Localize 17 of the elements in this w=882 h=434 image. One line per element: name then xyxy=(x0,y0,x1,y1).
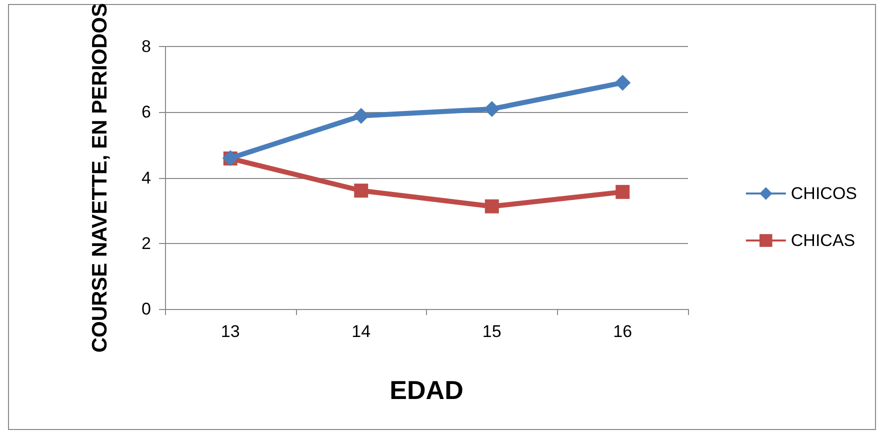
y-tick-label: 6 xyxy=(142,102,151,122)
x-tick-label: 16 xyxy=(613,322,632,341)
point xyxy=(354,184,368,198)
point xyxy=(614,74,631,91)
legend-label: CHICOS xyxy=(790,184,858,203)
y-tick-label: 2 xyxy=(142,234,151,253)
x-tick-label: 15 xyxy=(482,322,502,341)
x-tick-label: 13 xyxy=(220,322,240,341)
x-axis-title: EDAD xyxy=(390,375,464,405)
y-tick-label: 0 xyxy=(142,300,151,318)
y-tick-label: 4 xyxy=(142,168,151,188)
x-tick-label: 14 xyxy=(352,322,371,341)
legend-label: CHICAS xyxy=(790,231,856,250)
point xyxy=(484,199,499,214)
y-axis-title: COURSE NAVETTE, EN PERIODOS xyxy=(88,2,112,353)
point xyxy=(616,184,630,199)
y-tick-label: 8 xyxy=(142,37,151,56)
